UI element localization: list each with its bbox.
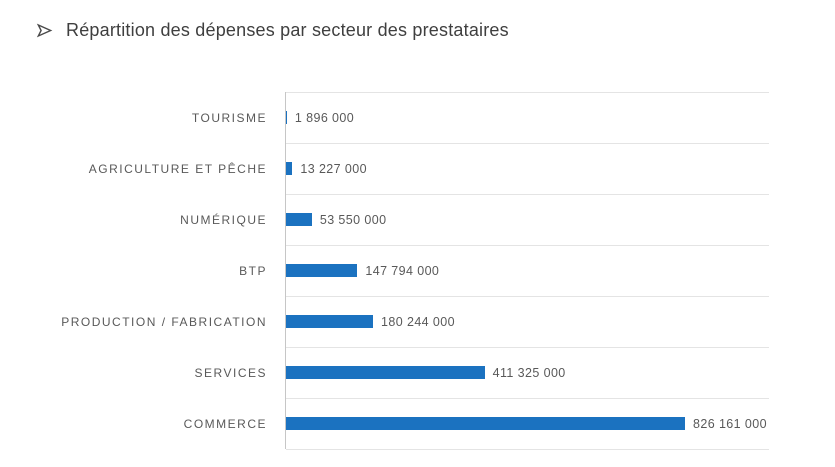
bar bbox=[286, 315, 374, 328]
gridline bbox=[286, 245, 769, 246]
value-label: 1 896 000 bbox=[294, 110, 355, 125]
gridline bbox=[286, 92, 769, 93]
bar bbox=[286, 162, 293, 175]
bar-chart: 1 896 000 13 227 000 53 550 000 147 794 000… bbox=[0, 92, 835, 450]
gridline bbox=[286, 194, 769, 195]
value-label: 147 794 000 bbox=[365, 263, 440, 278]
value-label: 53 550 000 bbox=[319, 212, 387, 227]
bar bbox=[286, 417, 686, 430]
chart-plot-area: 1 896 000 13 227 000 53 550 000 147 794 000… bbox=[285, 92, 769, 450]
category-label: AGRICULTURE ET PÊCHE bbox=[88, 161, 267, 176]
value-label: 826 161 000 bbox=[693, 416, 767, 431]
gridline bbox=[286, 296, 769, 297]
bar bbox=[286, 366, 485, 379]
category-label: TOURISME bbox=[191, 110, 267, 125]
bar bbox=[286, 264, 358, 277]
section-heading: Répartition des dépenses par secteur des… bbox=[36, 17, 509, 43]
gridline bbox=[286, 143, 769, 144]
category-label: NUMÉRIQUE bbox=[180, 212, 267, 227]
value-label: 13 227 000 bbox=[300, 161, 367, 176]
category-label: PRODUCTION / FABRICATION bbox=[61, 314, 267, 329]
value-label: 411 325 000 bbox=[492, 365, 566, 380]
category-label: COMMERCE bbox=[183, 416, 267, 431]
value-label: 180 244 000 bbox=[381, 314, 455, 329]
section-title: Répartition des dépenses par secteur des… bbox=[66, 19, 509, 40]
arrow-bullet-icon bbox=[36, 22, 53, 39]
gridline bbox=[286, 449, 769, 450]
category-label: SERVICES bbox=[194, 365, 267, 380]
gridline bbox=[286, 398, 769, 399]
bar bbox=[286, 111, 287, 124]
gridline bbox=[286, 347, 769, 348]
bar bbox=[286, 213, 312, 226]
category-label: BTP bbox=[239, 263, 267, 278]
